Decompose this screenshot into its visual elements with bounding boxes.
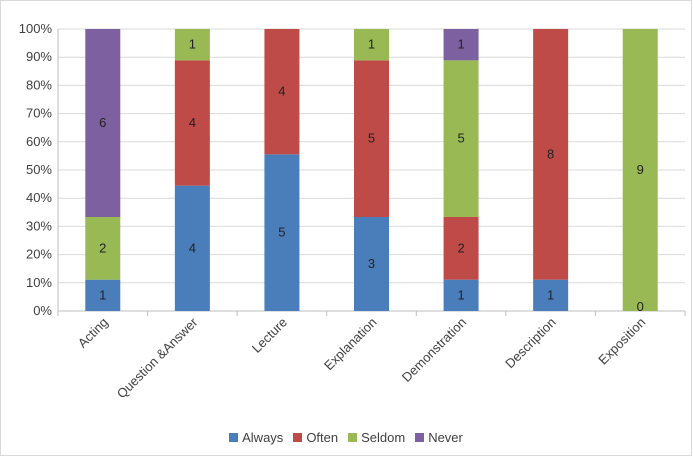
bar-segment-never	[85, 29, 121, 217]
x-category-label: Acting	[75, 315, 111, 351]
data-label: 1	[189, 37, 196, 52]
legend-swatch	[415, 433, 425, 442]
x-category-label: Question &Answer	[114, 314, 201, 401]
y-tick-label: 90%	[26, 49, 52, 64]
data-label: 8	[547, 146, 554, 161]
bar-segment-often	[354, 60, 389, 218]
bar-segment-always	[174, 185, 210, 311]
y-tick-label: 0%	[33, 303, 52, 318]
bar-segment-seldom	[85, 217, 121, 280]
bar-segment-always	[533, 279, 569, 311]
chart-legend: Always Often Seldom Never	[1, 430, 691, 445]
data-label: 5	[457, 131, 464, 146]
legend-label: Always	[242, 430, 284, 445]
data-label: 4	[278, 84, 285, 99]
data-label: 0	[637, 299, 644, 314]
legend-label: Never	[428, 430, 463, 445]
data-label: 1	[457, 287, 464, 302]
data-label: 2	[99, 240, 106, 255]
data-label: 6	[99, 115, 106, 130]
legend-swatch	[293, 433, 303, 442]
data-label: 3	[368, 256, 375, 271]
data-label: 4	[189, 240, 196, 255]
y-tick-label: 30%	[26, 218, 52, 233]
bar-segment-often	[533, 29, 569, 280]
bar-segment-often	[443, 217, 479, 280]
x-category-label: Explanation	[321, 315, 380, 374]
bar-segment-never	[443, 29, 479, 61]
legend-swatch	[229, 433, 239, 442]
bar-segment-always	[443, 279, 479, 311]
data-label: 1	[368, 37, 375, 52]
legend-item-never: Never	[415, 430, 463, 445]
bar-segment-seldom	[354, 29, 389, 61]
y-tick-label: 80%	[26, 77, 52, 92]
data-label: 5	[278, 225, 285, 240]
x-category-label: Lecture	[249, 315, 290, 356]
y-tick-label: 100%	[19, 21, 53, 36]
y-tick-label: 40%	[26, 190, 52, 205]
x-category-label: Exposition	[595, 315, 648, 368]
legend-swatch	[348, 433, 358, 442]
bar-segment-often	[174, 60, 210, 186]
data-label: 5	[368, 131, 375, 146]
y-tick-label: 10%	[26, 275, 52, 290]
y-tick-label: 70%	[26, 106, 52, 121]
legend-label: Seldom	[361, 430, 406, 445]
x-category-label: Description	[502, 315, 559, 372]
bar-segment-seldom	[174, 29, 210, 61]
data-label: 1	[547, 287, 554, 302]
legend-item-always: Always	[229, 430, 283, 445]
legend-item-seldom: Seldom	[348, 430, 405, 445]
data-label: 4	[189, 115, 196, 130]
y-tick-label: 50%	[26, 162, 52, 177]
legend-label: Often	[306, 430, 339, 445]
bar-segment-seldom	[622, 29, 658, 311]
bar-segment-often	[264, 29, 300, 155]
legend-item-often: Often	[293, 430, 338, 445]
data-label: 2	[457, 240, 464, 255]
bar-segment-always	[354, 217, 389, 311]
bar-segment-always	[85, 279, 121, 311]
data-label: 1	[457, 37, 464, 52]
y-tick-label: 20%	[26, 247, 52, 262]
bar-segment-seldom	[443, 60, 479, 218]
data-label: 1	[99, 287, 106, 302]
x-category-label: Demonstration	[399, 315, 469, 385]
data-label: 9	[637, 162, 644, 177]
bar-segment-always	[264, 154, 300, 311]
y-tick-label: 60%	[26, 134, 52, 149]
